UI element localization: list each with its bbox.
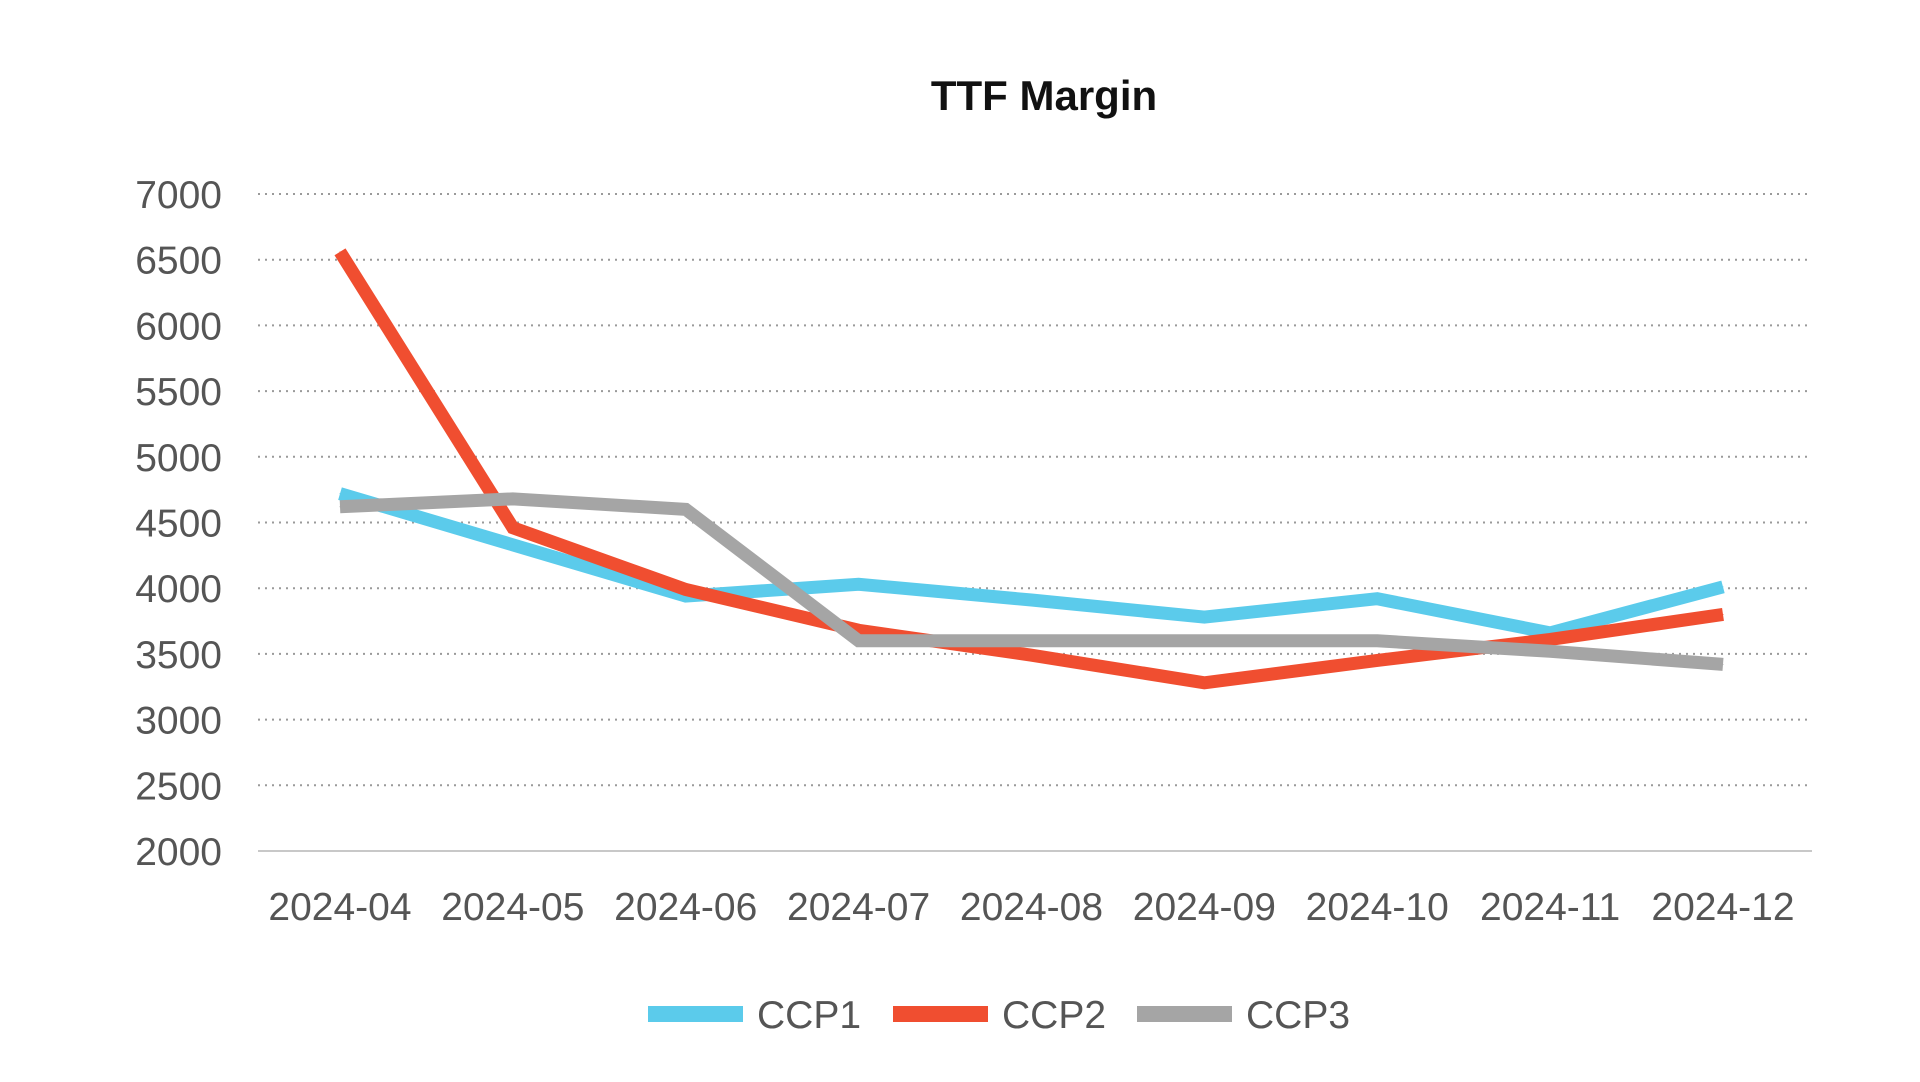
y-tick-label: 2000 bbox=[135, 831, 222, 874]
data-point-ccp3 bbox=[1203, 640, 1205, 642]
y-tick-label: 2500 bbox=[135, 765, 222, 808]
data-point-ccp1 bbox=[339, 493, 341, 495]
x-tick-label: 2024-11 bbox=[1480, 886, 1620, 929]
legend-label: CCP1 bbox=[757, 994, 861, 1037]
x-tick-label: 2024-08 bbox=[960, 886, 1103, 929]
data-point-ccp2 bbox=[1031, 654, 1032, 656]
x-tick-label: 2024-04 bbox=[268, 886, 411, 929]
data-point-ccp3 bbox=[339, 506, 341, 508]
data-point-ccp1 bbox=[858, 583, 860, 585]
legend-label: CCP2 bbox=[1002, 994, 1106, 1037]
data-point-ccp2 bbox=[685, 589, 687, 591]
y-tick-label: 6500 bbox=[135, 240, 222, 283]
y-tick-label: 5500 bbox=[135, 371, 222, 414]
y-tick-label: 7000 bbox=[135, 174, 222, 217]
y-tick-label: 3000 bbox=[135, 700, 222, 743]
series-line-ccp2 bbox=[334, 248, 1724, 690]
axes: 2000 2500 3000 3500 4000 4500 5000 5500 6000 6500… bbox=[135, 174, 1812, 929]
data-point-ccp3 bbox=[858, 640, 860, 642]
data-point-ccp3 bbox=[512, 498, 514, 500]
x-tick-label: 2024-05 bbox=[441, 886, 584, 929]
data-point-ccp2 bbox=[1203, 682, 1205, 684]
chart-title: TTF Margin bbox=[931, 72, 1157, 119]
x-tick-label: 2024-10 bbox=[1306, 886, 1449, 929]
x-tick-label: 2024-06 bbox=[614, 886, 757, 929]
series-line-ccp1 bbox=[338, 487, 1725, 640]
x-tick-label: 2024-09 bbox=[1133, 886, 1276, 929]
legend-item-ccp3: CCP3 bbox=[1137, 994, 1350, 1037]
data-point-ccp2 bbox=[858, 629, 860, 631]
data-point-ccp1 bbox=[512, 544, 514, 546]
data-point-ccp2 bbox=[512, 527, 514, 529]
series-lines bbox=[334, 248, 1725, 690]
legend: CCP1 CCP2 CCP3 bbox=[648, 994, 1350, 1037]
data-point-ccp3 bbox=[685, 508, 687, 510]
y-tick-label: 4500 bbox=[135, 503, 222, 546]
data-point-ccp3 bbox=[1031, 640, 1032, 642]
data-point-ccp3 bbox=[1722, 663, 1724, 665]
legend-label: CCP3 bbox=[1246, 994, 1350, 1037]
y-tick-label: 6000 bbox=[135, 305, 222, 348]
data-point-ccp3 bbox=[1549, 650, 1551, 652]
data-point-ccp2 bbox=[339, 251, 341, 253]
x-tick-label: 2024-07 bbox=[787, 886, 930, 929]
y-tick-label: 4000 bbox=[135, 568, 222, 611]
data-point-ccp3 bbox=[1376, 640, 1378, 642]
data-point-ccp2 bbox=[1376, 659, 1378, 661]
data-point-ccp2 bbox=[1722, 613, 1724, 615]
y-tick-label: 3500 bbox=[135, 634, 222, 677]
data-point-ccp2 bbox=[1549, 638, 1551, 640]
data-point-ccp1 bbox=[1722, 586, 1724, 588]
gridlines bbox=[258, 193, 1812, 787]
data-point-ccp1 bbox=[1203, 616, 1205, 618]
data-point-ccp1 bbox=[1031, 599, 1032, 601]
y-tick-label: 5000 bbox=[135, 437, 222, 480]
legend-item-ccp2: CCP2 bbox=[893, 994, 1106, 1037]
legend-item-ccp1: CCP1 bbox=[648, 994, 861, 1037]
data-point-ccp1 bbox=[1376, 598, 1378, 600]
x-tick-label: 2024-12 bbox=[1651, 886, 1794, 929]
